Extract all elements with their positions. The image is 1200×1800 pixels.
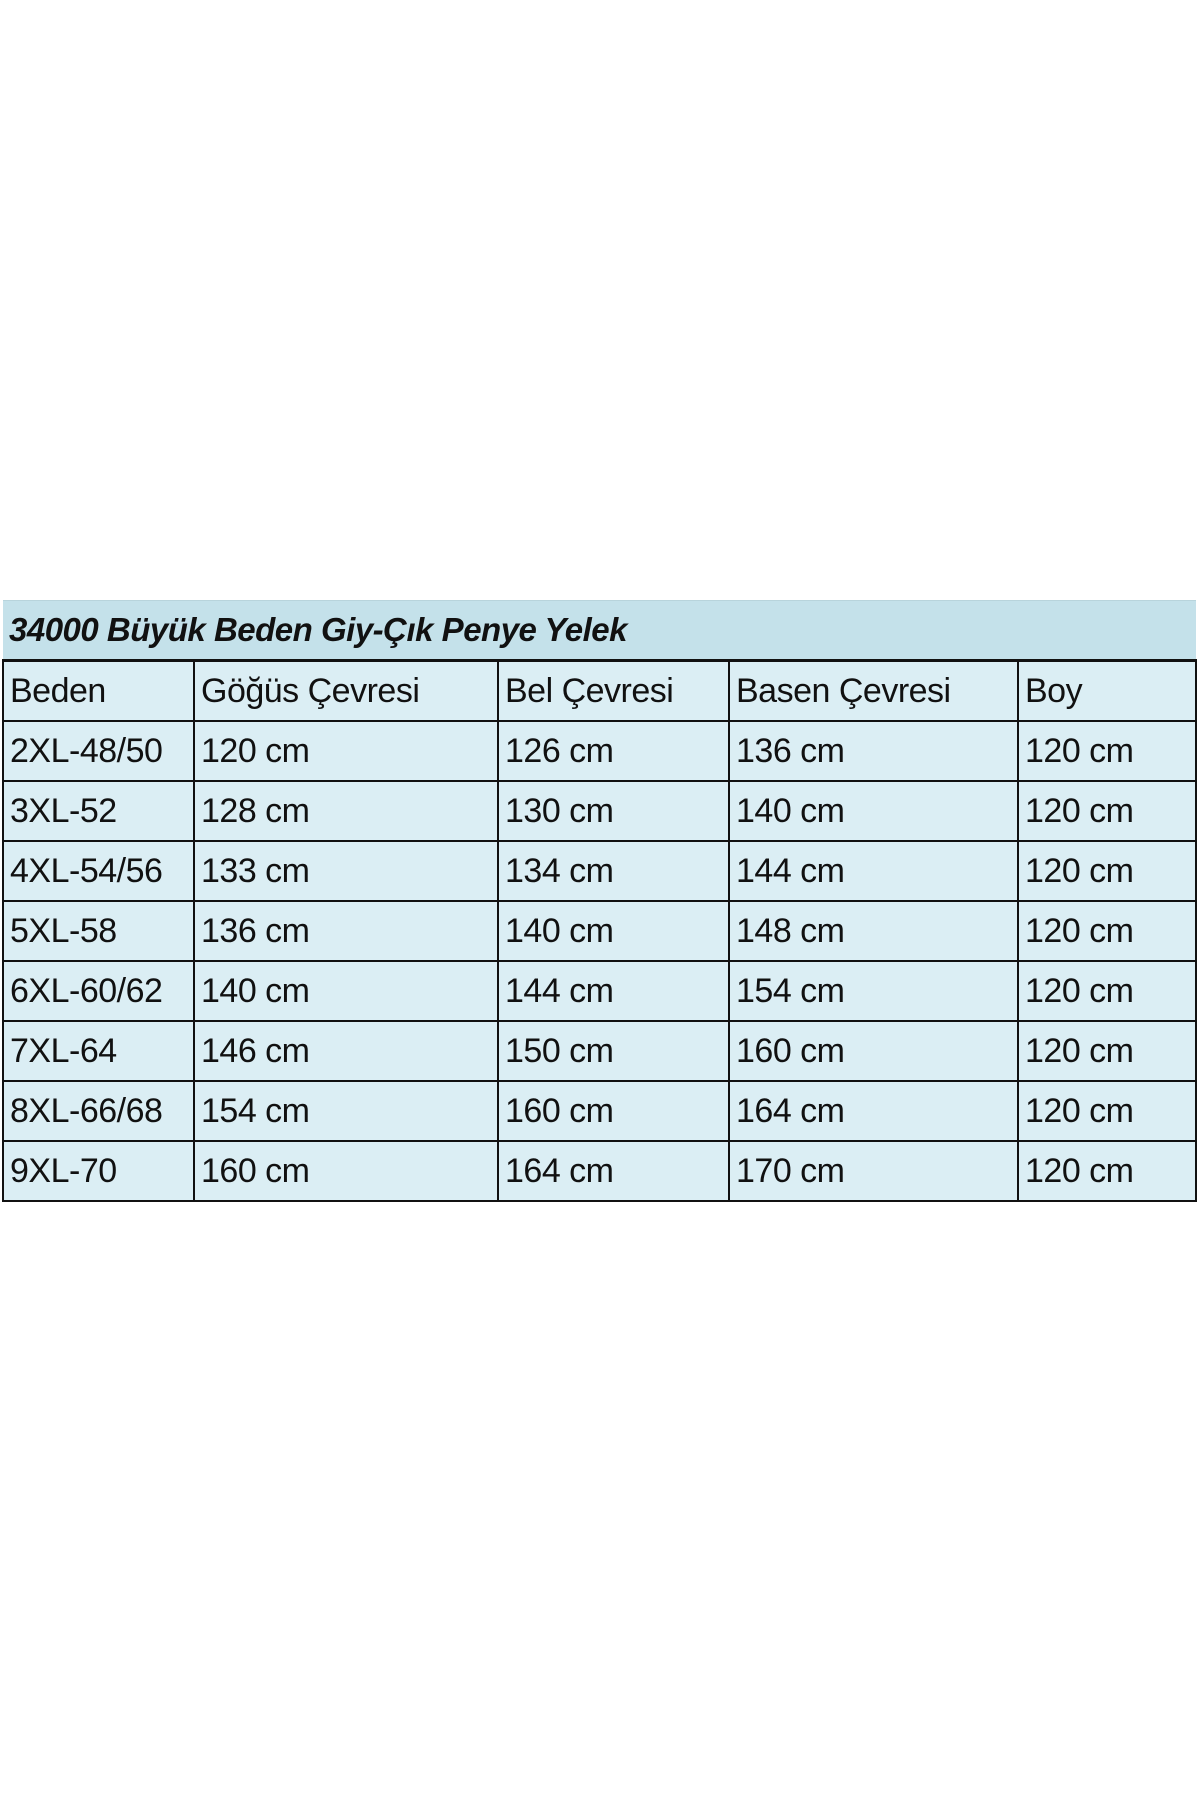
measurement-cell: 150 cm: [497, 1020, 730, 1082]
column-header: Basen Çevresi: [728, 659, 1019, 722]
size-chart-table: 34000 Büyük Beden Giy-Çık Penye Yelek Be…: [2, 600, 1198, 1202]
measurement-cell: 160 cm: [193, 1140, 499, 1202]
measurement-cell: 120 cm: [1016, 720, 1198, 782]
measurement-cell: 160 cm: [728, 1020, 1019, 1082]
measurement-cell: 134 cm: [497, 840, 730, 902]
measurement-cell: 120 cm: [1016, 1080, 1198, 1142]
table-row: 6XL-60/62 140 cm 144 cm 154 cm 120 cm: [2, 960, 1198, 1022]
measurement-cell: 154 cm: [193, 1080, 499, 1142]
table-row: 4XL-54/56 133 cm 134 cm 144 cm 120 cm: [2, 840, 1198, 902]
measurement-cell: 164 cm: [497, 1140, 730, 1202]
size-cell: 6XL-60/62: [2, 960, 195, 1022]
measurement-cell: 120 cm: [193, 720, 499, 782]
size-cell: 3XL-52: [2, 780, 195, 842]
measurement-cell: 146 cm: [193, 1020, 499, 1082]
measurement-cell: 140 cm: [497, 900, 730, 962]
size-cell: 9XL-70: [2, 1140, 195, 1202]
size-cell: 4XL-54/56: [2, 840, 195, 902]
column-header: Bel Çevresi: [497, 659, 730, 722]
measurement-cell: 140 cm: [193, 960, 499, 1022]
measurement-cell: 160 cm: [497, 1080, 730, 1142]
measurement-cell: 128 cm: [193, 780, 499, 842]
measurement-cell: 120 cm: [1016, 780, 1198, 842]
table-row: 3XL-52 128 cm 130 cm 140 cm 120 cm: [2, 780, 1198, 842]
measurement-cell: 126 cm: [497, 720, 730, 782]
measurement-cell: 133 cm: [193, 840, 499, 902]
table-row: 7XL-64 146 cm 150 cm 160 cm 120 cm: [2, 1020, 1198, 1082]
measurement-cell: 120 cm: [1016, 1140, 1198, 1202]
size-cell: 7XL-64: [2, 1020, 195, 1082]
measurement-cell: 130 cm: [497, 780, 730, 842]
header-row: Beden Göğüs Çevresi Bel Çevresi Basen Çe…: [2, 659, 1198, 722]
measurement-cell: 144 cm: [728, 840, 1019, 902]
column-header: Boy: [1016, 659, 1198, 722]
size-cell: 8XL-66/68: [2, 1080, 195, 1142]
measurement-cell: 154 cm: [728, 960, 1019, 1022]
measurement-cell: 120 cm: [1016, 1020, 1198, 1082]
measurement-cell: 136 cm: [193, 900, 499, 962]
measurement-cell: 120 cm: [1016, 840, 1198, 902]
table-row: 5XL-58 136 cm 140 cm 148 cm 120 cm: [2, 900, 1198, 962]
table-row: 9XL-70 160 cm 164 cm 170 cm 120 cm: [2, 1140, 1198, 1202]
column-header: Beden: [2, 659, 195, 722]
measurement-cell: 136 cm: [728, 720, 1019, 782]
measurement-cell: 148 cm: [728, 900, 1019, 962]
measurement-cell: 170 cm: [728, 1140, 1019, 1202]
size-cell: 5XL-58: [2, 900, 195, 962]
measurement-cell: 120 cm: [1016, 900, 1198, 962]
table-row: 8XL-66/68 154 cm 160 cm 164 cm 120 cm: [2, 1080, 1198, 1142]
table-title: 34000 Büyük Beden Giy-Çık Penye Yelek: [3, 600, 1197, 662]
measurement-cell: 140 cm: [728, 780, 1019, 842]
measurement-cell: 144 cm: [497, 960, 730, 1022]
title-row: 34000 Büyük Beden Giy-Çık Penye Yelek: [3, 600, 1197, 662]
size-cell: 2XL-48/50: [2, 720, 195, 782]
column-header: Göğüs Çevresi: [193, 659, 499, 722]
measurement-cell: 120 cm: [1016, 960, 1198, 1022]
table-row: 2XL-48/50 120 cm 126 cm 136 cm 120 cm: [2, 720, 1198, 782]
measurement-cell: 164 cm: [728, 1080, 1019, 1142]
